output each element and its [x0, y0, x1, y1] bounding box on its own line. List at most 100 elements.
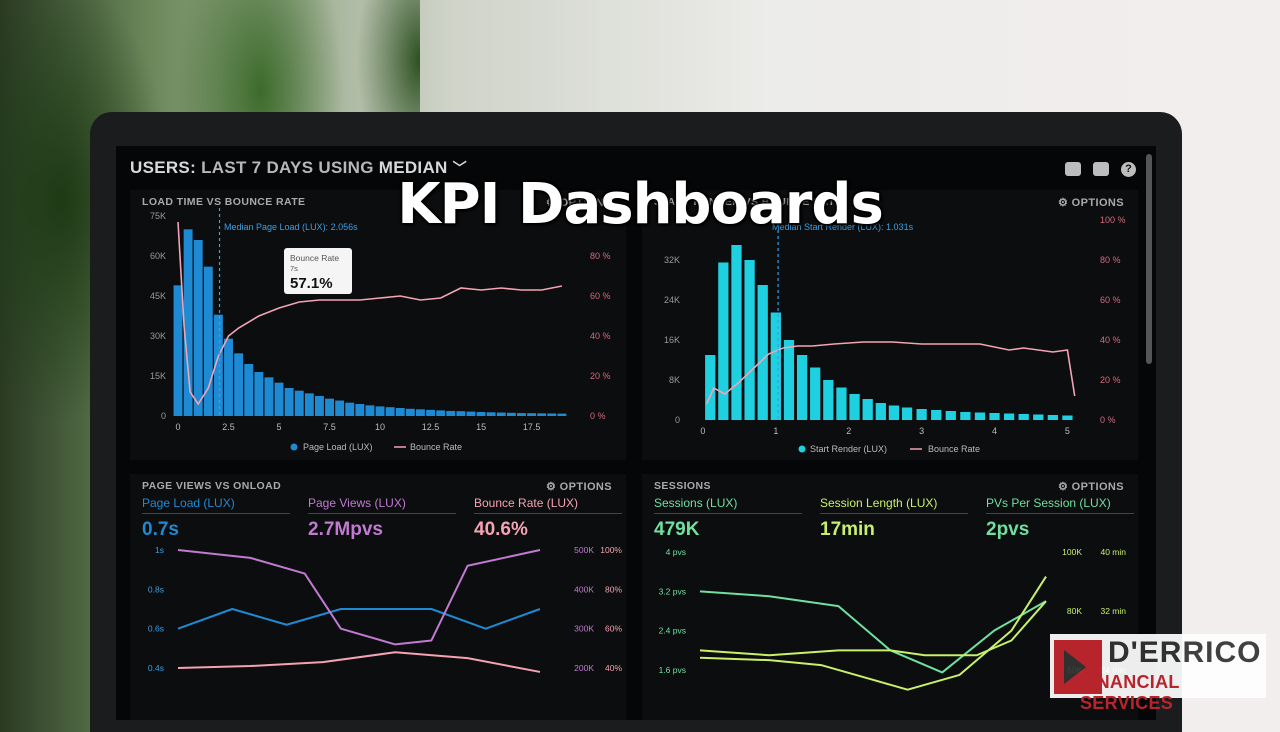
series-line — [177, 549, 541, 646]
bar — [436, 410, 446, 416]
kpi-value: 17min — [820, 519, 875, 540]
bar — [224, 338, 233, 416]
bar — [426, 409, 436, 416]
y-tick-label: 3.2 pvs — [659, 586, 686, 596]
bar — [506, 412, 516, 416]
y-tick-label: 1s — [155, 545, 164, 555]
bar — [960, 412, 971, 420]
bar — [416, 409, 425, 416]
bar — [836, 387, 847, 420]
bar — [1033, 414, 1044, 420]
y-tick-label: 45K — [150, 291, 166, 301]
bar — [476, 412, 486, 416]
kpi-card: Page Views (LUX) 2.7Mpvs — [308, 496, 456, 541]
options-button[interactable]: ⚙ OPTIONS — [1057, 481, 1124, 493]
kpi-label: Bounce Rate (LUX) — [474, 496, 622, 514]
bar — [496, 412, 506, 416]
bar — [1003, 413, 1015, 420]
bar — [395, 408, 405, 416]
bar — [345, 402, 355, 416]
y2-tick-label: 20 % — [1100, 375, 1121, 385]
median-label: Median Page Load (LUX): 2.056s — [224, 222, 358, 232]
bar — [355, 404, 365, 416]
bar — [796, 355, 808, 420]
series-line — [177, 608, 541, 630]
x-tick-label: 2.5 — [222, 422, 235, 432]
scrollbar[interactable] — [1146, 154, 1152, 364]
options-button[interactable]: ⚙ OPTIONS — [1057, 197, 1124, 209]
bar — [314, 396, 324, 416]
bar — [901, 407, 913, 420]
page-views-chart: 0.4s 0.6s 0.8s 1s 200K 300K 400K 500K 40% 60% 80% 1… — [148, 545, 623, 673]
bar — [810, 367, 821, 420]
y2-tick-label: 500K — [574, 545, 594, 555]
dashboard-header[interactable]: USERS: LAST 7 DAYS USING MEDIAN ﹀ — [130, 158, 467, 178]
options-button[interactable]: ⚙ OPTIONS — [545, 197, 612, 209]
y3-tick-label: 40% — [605, 663, 622, 673]
bar — [234, 353, 244, 416]
chevron-down-icon[interactable]: ﹀ — [452, 160, 467, 176]
monitor-icon[interactable] — [1065, 162, 1081, 176]
bar — [365, 405, 375, 416]
bar — [823, 380, 834, 420]
x-tick-label: 5 — [1065, 426, 1070, 436]
bar — [456, 411, 466, 416]
bar — [385, 407, 395, 416]
x-tick-label: 0 — [700, 426, 705, 436]
y-tick-label: 30K — [150, 331, 166, 341]
bar — [770, 312, 781, 420]
options-button[interactable]: ⚙ OPTIONS — [545, 481, 612, 493]
panel-start-render: START RENDER VS BOUNCE RATE ⚙ OPTIONS Me… — [642, 190, 1138, 460]
bar — [731, 245, 742, 420]
panel-title: START RENDER VS BOUNCE RATE — [654, 196, 843, 208]
bar — [783, 340, 795, 420]
y3-tick-label: 40 min — [1100, 547, 1126, 557]
y2-tick-label: 60 % — [590, 291, 611, 301]
company-logo: D'ERRICO FINANCIAL SERVICES — [1050, 634, 1266, 713]
y2-tick-label: 0 % — [590, 411, 606, 421]
bar — [875, 403, 886, 420]
kpi-label: Page Load (LUX) — [142, 496, 290, 514]
bar — [1062, 415, 1073, 420]
bar — [405, 408, 415, 416]
bar — [537, 413, 547, 416]
bar — [254, 372, 264, 416]
y-tick-label: 0.6s — [148, 624, 164, 634]
legend-bounce-rate: Bounce Rate — [928, 444, 980, 454]
bar — [213, 314, 223, 416]
bar — [203, 266, 213, 416]
kpi-card: PVs Per Session (LUX) 2pvs — [986, 496, 1134, 541]
kpi-value: 479K — [654, 519, 700, 540]
y-tick-label: 60K — [150, 251, 166, 261]
tooltip: Bounce Rate 7s 57.1% — [284, 248, 352, 294]
bar — [1018, 414, 1029, 420]
tooltip-title: Bounce Rate — [290, 253, 339, 263]
header-users: USERS: — [130, 158, 197, 177]
x-tick-label: 12.5 — [422, 422, 440, 432]
tooltip-value: 57.1% — [290, 275, 333, 292]
y2-tick-label: 80 % — [1100, 255, 1121, 265]
legend-bounce-rate: Bounce Rate — [410, 442, 462, 452]
legend-swatch-start-render — [798, 445, 806, 453]
bar — [173, 285, 183, 416]
bar — [517, 413, 526, 416]
panel-title: LOAD TIME VS BOUNCE RATE — [142, 196, 306, 208]
bar — [744, 260, 755, 420]
kpi-label: Page Views (LUX) — [308, 496, 456, 514]
bar — [757, 285, 768, 420]
bar — [274, 382, 284, 416]
kpi-label: Sessions (LUX) — [654, 496, 802, 514]
series-line — [699, 600, 1047, 657]
kpi-label: Session Length (LUX) — [820, 496, 968, 514]
panel-page-views: PAGE VIEWS VS ONLOAD ⚙ OPTIONS Page Load… — [130, 474, 626, 720]
share-icon[interactable] — [1093, 162, 1109, 176]
kpi-card: Sessions (LUX) 479K — [654, 496, 802, 541]
panel-title: SESSIONS — [654, 480, 711, 492]
y-tick-label: 0 — [675, 415, 680, 425]
bar — [183, 229, 193, 416]
x-tick-label: 10 — [375, 422, 385, 432]
y-tick-label: 0.8s — [148, 584, 164, 594]
y-tick-label: 0.4s — [148, 663, 164, 673]
bar — [284, 388, 294, 416]
help-icon[interactable]: ? — [1121, 162, 1136, 177]
